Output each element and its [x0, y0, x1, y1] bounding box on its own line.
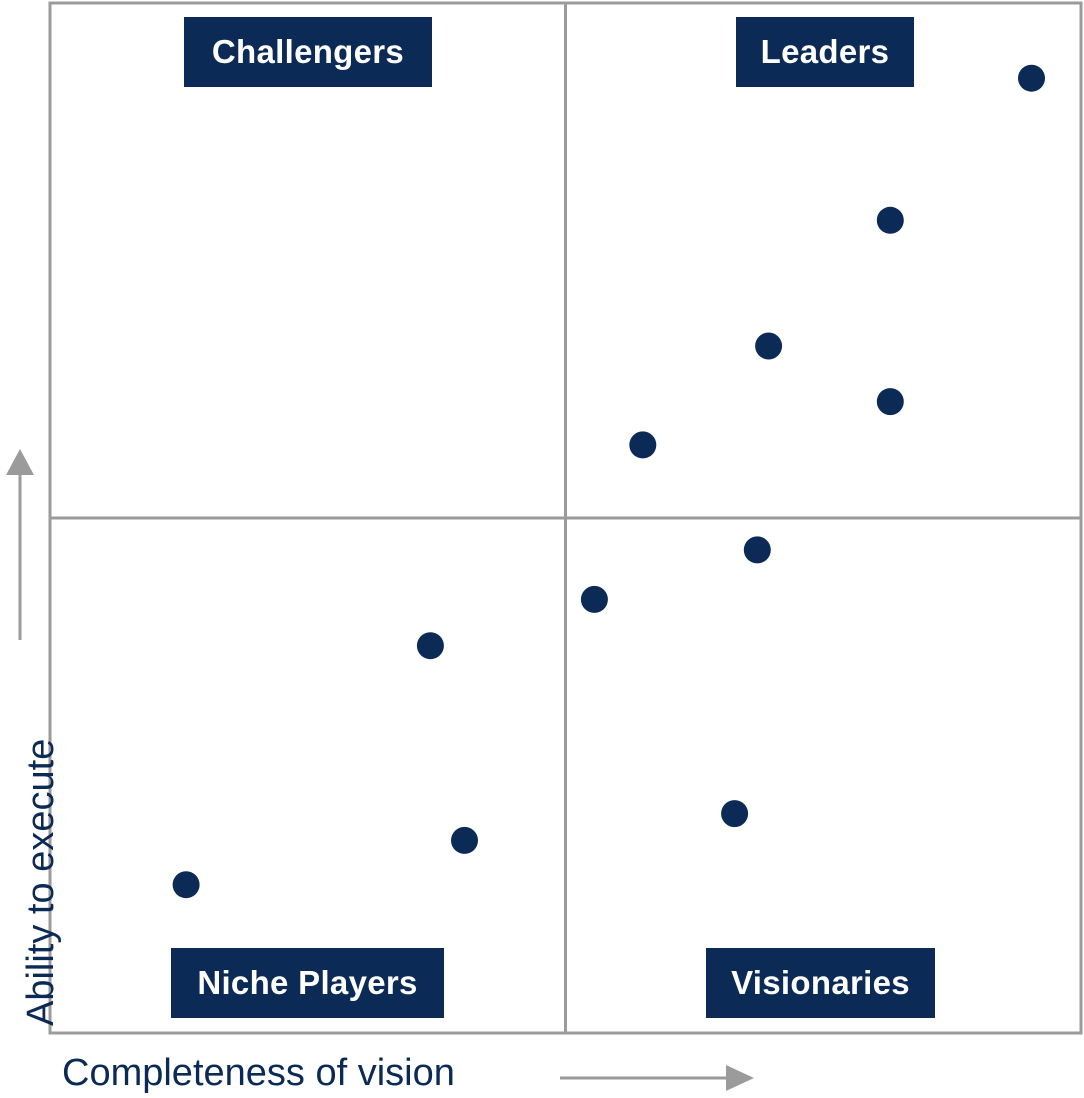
y-axis-arrow-head	[6, 449, 34, 475]
quadrant-label-leaders: Leaders	[736, 17, 914, 87]
data-point	[755, 332, 783, 360]
data-point	[876, 388, 904, 416]
data-point	[172, 871, 200, 899]
data-point	[876, 206, 904, 234]
data-point	[451, 826, 478, 854]
quadrant-label-visionaries: Visionaries	[706, 948, 935, 1018]
data-point	[580, 585, 608, 613]
x-axis-arrow-head	[726, 1065, 754, 1091]
data-point	[416, 632, 444, 660]
data-point	[721, 800, 749, 828]
quadrant-label-challengers: Challengers	[184, 17, 432, 87]
x-axis-label: Completeness of vision	[62, 1052, 455, 1094]
data-point	[629, 431, 657, 459]
y-axis-label: Ability to execute	[20, 738, 62, 1026]
quadrant-label-niche-players: Niche Players	[171, 948, 444, 1018]
data-point	[1018, 64, 1045, 92]
data-point	[743, 536, 771, 564]
